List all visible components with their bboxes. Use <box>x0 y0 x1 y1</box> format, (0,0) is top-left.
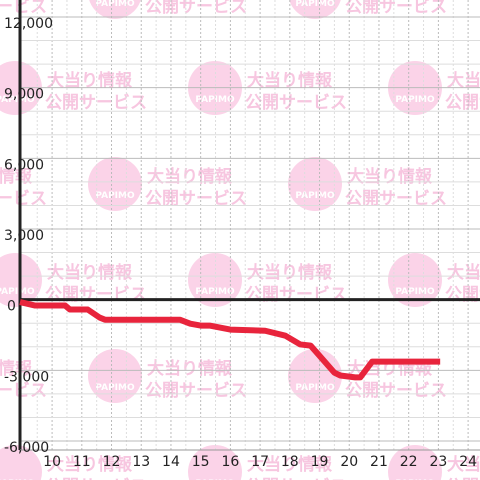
watermark-text: 大当り情報 <box>447 454 480 475</box>
watermark-logo-text: PAPIMO <box>95 0 135 9</box>
watermark-text: 公開サービス <box>245 93 347 113</box>
watermark-text: 大当り情報 <box>247 454 333 475</box>
y-tick-label: -3,000 <box>4 369 49 385</box>
watermark-text: 大当り情報 <box>447 70 480 91</box>
watermark-text: 公開サービス <box>145 381 247 401</box>
x-tick-label: 14 <box>162 454 180 470</box>
x-tick-label: 16 <box>221 454 239 470</box>
x-tick-label: 15 <box>192 454 210 470</box>
watermark-logo <box>289 0 341 19</box>
watermark-logo <box>388 445 442 480</box>
x-tick-label: 11 <box>73 454 91 470</box>
x-tick-label: 17 <box>251 454 269 470</box>
watermark-text: 公開サービス <box>445 285 480 305</box>
watermark-logo <box>88 349 142 403</box>
watermark-text: 大当り情報 <box>0 358 33 379</box>
watermark-text: 公開サービス <box>345 381 447 401</box>
watermark-text: 公開サービス <box>45 93 147 113</box>
x-tick-label: 13 <box>132 454 150 470</box>
watermark-text: 公開サービス <box>245 477 347 480</box>
watermark-text: 公開サービス <box>345 0 447 17</box>
y-tick-label: 12,000 <box>4 16 53 32</box>
x-tick-label: 10 <box>43 454 61 470</box>
x-tick-label: 23 <box>429 454 447 470</box>
watermark-text: 公開サービス <box>45 285 147 305</box>
watermark-text: 公開サービス <box>445 477 480 480</box>
watermark-text: 公開サービス <box>345 189 447 209</box>
watermark-text: 公開サービス <box>145 189 247 209</box>
watermark-logo-text: PAPIMO <box>295 383 335 393</box>
y-tick-label: 6,000 <box>4 157 44 173</box>
watermark-logo <box>188 253 242 307</box>
x-tick-label: 24 <box>459 454 477 470</box>
x-tick-label: 21 <box>370 454 388 470</box>
watermark-logo <box>288 349 342 403</box>
watermark-logo <box>288 157 342 211</box>
watermark-logo-text: PAPIMO <box>0 287 35 297</box>
watermark-logo <box>188 445 242 480</box>
watermark-text: 大当り情報 <box>347 166 433 187</box>
grid <box>18 0 480 451</box>
y-tick-label: 0 <box>7 299 16 315</box>
y-tick-label: -6,000 <box>4 440 49 456</box>
watermark-logo-text: PAPIMO <box>295 191 335 201</box>
watermark-logo <box>88 157 142 211</box>
watermark-text: 大当り情報 <box>147 166 233 187</box>
watermark-logo <box>0 445 42 480</box>
watermark-text: 公開サービス <box>0 189 47 209</box>
line-series <box>19 299 441 381</box>
y-tick-label: 3,000 <box>4 228 44 244</box>
watermark-logo <box>89 0 141 19</box>
labels: 10 11 12 13 14 15 16 17 18 19 20 21 22 23 24 -6,000 -3,0… <box>4 16 477 470</box>
watermark-logo-text: PAPIMO <box>295 0 335 9</box>
x-tick-label: 20 <box>340 454 358 470</box>
watermark-text: 大当り情報 <box>47 454 133 475</box>
x-tick-label: 12 <box>103 454 121 470</box>
watermark-text: 公開サービス <box>0 0 47 17</box>
x-tick-label: 22 <box>400 454 418 470</box>
watermark-logo-text: PAPIMO <box>95 191 135 201</box>
watermark-logo-text: PAPIMO <box>0 95 35 105</box>
watermark-text: 大当り情報 <box>147 358 233 379</box>
watermark-logo <box>388 253 442 307</box>
watermark-text: 大当り情報 <box>47 262 133 283</box>
watermark-text: 公開サービス <box>145 0 247 17</box>
watermark-text: 公開サービス <box>45 477 147 480</box>
y-tick-label: 9,000 <box>4 87 44 103</box>
watermark-logo-text: PAPIMO <box>395 95 435 105</box>
marks <box>19 299 441 381</box>
watermark-text: 公開サービス <box>0 381 47 401</box>
x-tick-label: 18 <box>281 454 299 470</box>
watermark-logo-text: PAPIMO <box>395 287 435 297</box>
watermark-logo-text: PAPIMO <box>95 383 135 393</box>
watermark-text: 公開サービス <box>445 93 480 113</box>
watermark-text: 大当り情報 <box>447 262 480 283</box>
x-tick-label: 19 <box>311 454 329 470</box>
